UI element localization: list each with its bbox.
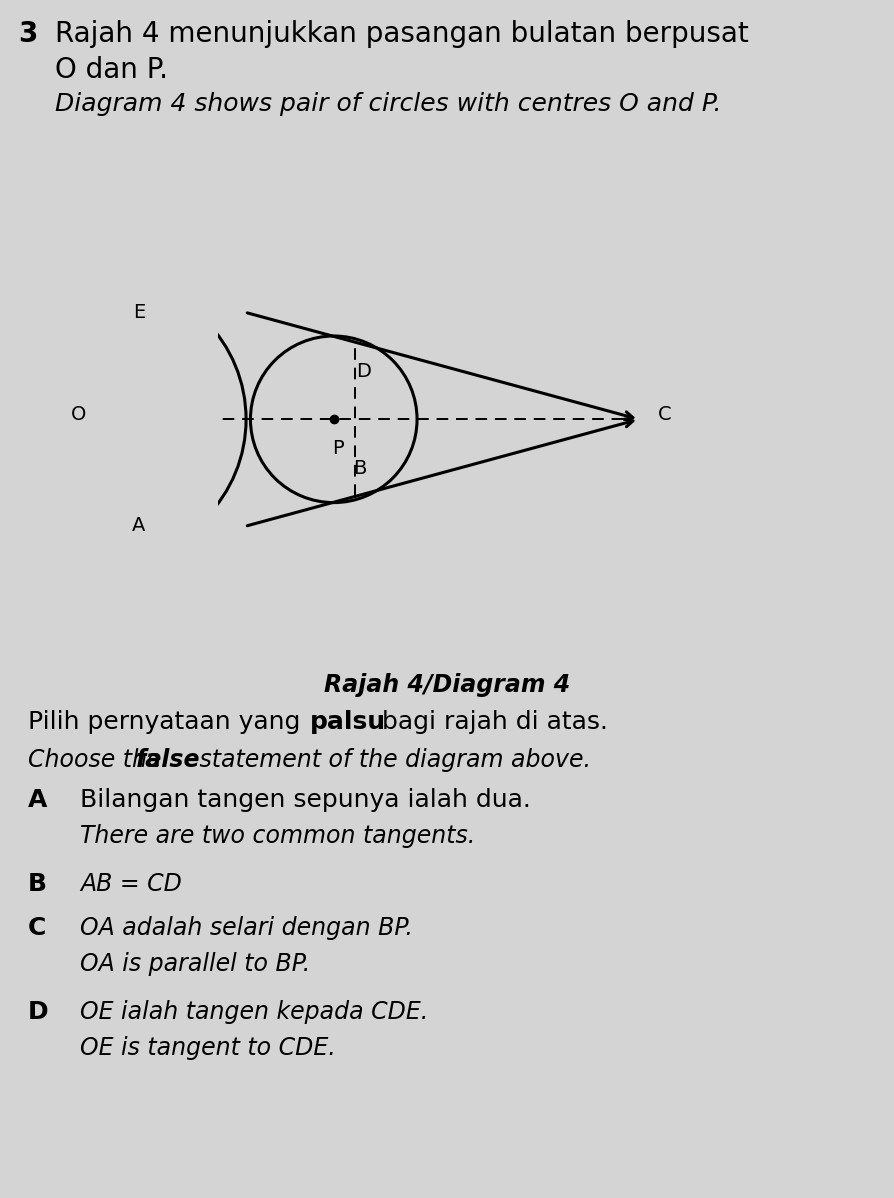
Text: Choose the: Choose the — [28, 748, 169, 772]
Text: O: O — [72, 405, 87, 424]
Text: Diagram 4 shows pair of circles with centres O and P.: Diagram 4 shows pair of circles with cen… — [55, 92, 721, 116]
Text: C: C — [658, 405, 671, 424]
Text: false: false — [136, 748, 200, 772]
Text: Bilangan tangen sepunya ialah dua.: Bilangan tangen sepunya ialah dua. — [80, 788, 531, 812]
Text: bagi rajah di atas.: bagi rajah di atas. — [374, 710, 608, 734]
Text: Pilih pernyataan yang: Pilih pernyataan yang — [28, 710, 308, 734]
Text: OA is parallel to BP.: OA is parallel to BP. — [80, 952, 310, 976]
Text: AB = CD: AB = CD — [80, 872, 181, 896]
Text: D: D — [28, 1000, 48, 1024]
Text: Rajah 4 menunjukkan pasangan bulatan berpusat: Rajah 4 menunjukkan pasangan bulatan ber… — [55, 20, 749, 48]
Text: OE is tangent to CDE.: OE is tangent to CDE. — [80, 1036, 336, 1060]
Text: P: P — [333, 438, 344, 458]
Text: palsu: palsu — [310, 710, 386, 734]
Text: D: D — [357, 362, 371, 381]
Text: Rajah 4/Diagram 4: Rajah 4/Diagram 4 — [324, 673, 570, 697]
Text: A: A — [28, 788, 47, 812]
Text: 3: 3 — [18, 20, 38, 48]
Text: A: A — [132, 516, 146, 536]
Text: B: B — [28, 872, 47, 896]
Text: E: E — [132, 303, 145, 322]
Text: C: C — [28, 916, 46, 940]
Text: There are two common tangents.: There are two common tangents. — [80, 824, 476, 848]
Text: B: B — [352, 459, 366, 478]
Text: OA adalah selari dengan BP.: OA adalah selari dengan BP. — [80, 916, 413, 940]
Text: OE ialah tangen kepada CDE.: OE ialah tangen kepada CDE. — [80, 1000, 428, 1024]
Text: statement of the diagram above.: statement of the diagram above. — [192, 748, 591, 772]
Text: O dan P.: O dan P. — [55, 56, 168, 84]
